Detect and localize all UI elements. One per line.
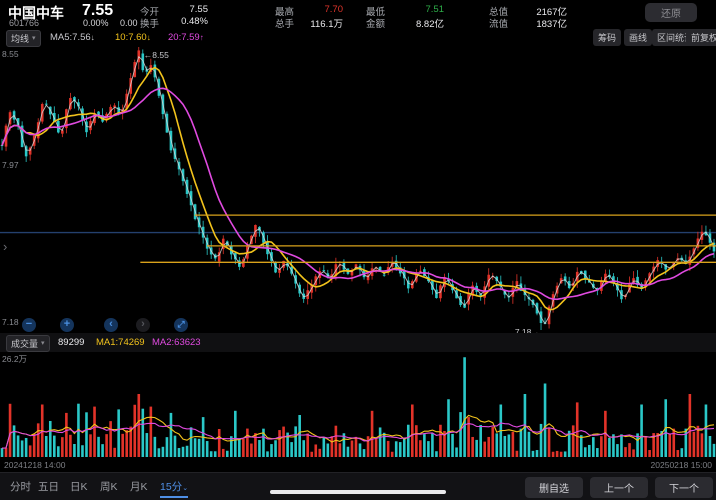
ma-subheader: 均线 ▾ MA5:7.56↓ 10:7.60↓ 20:7.59↑ 筹码 画线 区… [0,28,716,47]
arrow-down-icon: ↓ [146,33,151,42]
svg-text:7.18→: 7.18→ [515,327,540,333]
ma10-value: 10:7.60↓ [115,32,151,43]
quote-value-3: 116.1万 [310,19,343,30]
expand-icon: ⤢ [177,319,185,329]
bottom-toolbar: 分时 五日 日K 周K 月K 15分⌄ 删自选 上一个 下一个 [0,472,716,500]
next-stock-button[interactable]: 下一个 [655,477,713,498]
stock-name: 中国中车 [8,5,64,21]
price-chart-svg: ←8.55 7.18→ [0,47,716,333]
ma20-value: 20:7.59↑ [168,32,204,43]
y-axis-label-low: 7.18 [2,317,19,327]
arrow-down-icon: ↓ [90,33,95,42]
volume-header: 成交量 ▾ 89299 MA1:74269 MA2:63623 [0,333,716,352]
chevron-left-icon: ‹ [109,318,113,330]
volume-ma2-value: MA2:63623 [152,337,201,348]
chevron-right-icon[interactable]: › [3,239,8,254]
price-chart-pane[interactable]: ←8.55 7.18→ [0,47,716,333]
arrow-up-icon: ↑ [199,33,204,42]
stock-change-percent: 0.00% [83,18,109,28]
previous-stock-button[interactable]: 上一个 [590,477,648,498]
tab-weekly[interactable]: 周K [100,481,118,493]
y-axis-label-high: 8.55 [2,49,19,59]
caret-down-icon: ▾ [32,35,36,42]
remove-watchlist-button[interactable]: 删自选 [525,477,583,498]
chips-tool-button[interactable]: 筹码 [593,29,622,46]
volume-chart-svg [0,357,716,457]
quote-label-7: 流值 [489,19,509,30]
ma-selector-chip[interactable]: 均线 ▾ [6,30,41,47]
tab-15min-active[interactable]: 15分⌄ [160,479,189,498]
caret-down-icon: ⌄ [182,485,189,492]
chart-zoom-controls: − + ‹ › ⤢ [22,318,188,332]
volume-ma1-value: MA1:74269 [96,337,145,348]
plus-icon: + [63,318,71,330]
tab-minute[interactable]: 分时 [10,481,31,493]
stock-price: 7.55 [82,2,114,19]
quote-label-3: 总手 [275,19,295,30]
ma-selector-label: 均线 [11,34,30,44]
tab-daily[interactable]: 日K [70,481,88,493]
time-axis-end: 20250218 15:00 [650,460,712,470]
time-axis-start: 20241218 14:00 [4,460,66,470]
quote-label-5: 金额 [366,19,386,30]
volume-selector-chip[interactable]: 成交量 ▾ [6,335,50,352]
caret-down-icon: ▾ [41,340,45,347]
quote-value-2: 7.70 [324,4,344,15]
header-bar: 中国中车 7.55 601766 0.00% 0.00 今开 7.55 换手 0… [0,0,716,30]
restore-button[interactable]: 还原 [645,3,697,22]
tab-fiveday[interactable]: 五日 [38,481,59,493]
stock-change-value: 0.00 [120,18,138,28]
time-axis: 20241218 14:00 20250218 15:00 [0,457,716,472]
tab-monthly[interactable]: 月K [130,481,148,493]
expand-button[interactable]: ⤢ [174,318,188,332]
stock-code: 601766 [9,18,40,28]
volume-axis-max-label: 26.2万 [2,354,28,364]
quote-value-4: 7.51 [425,4,445,15]
quote-label-4: 最低 [366,7,386,18]
quote-label-2: 最高 [275,7,295,18]
volume-selector-label: 成交量 [11,339,39,349]
home-indicator[interactable] [270,490,446,494]
volume-current-value: 89299 [58,337,85,348]
quote-label-1: 换手 [140,19,160,30]
quote-label-6: 总值 [489,7,509,18]
y-axis-label-mid: 7.97 [2,159,19,170]
quote-value-7: 1837亿 [536,19,567,30]
volume-chart-pane[interactable] [0,352,716,457]
quote-value-1: 0.48% [181,16,208,27]
pan-left-button[interactable]: ‹ [104,318,118,332]
pan-right-button[interactable]: › [136,318,150,332]
quote-label-0: 今开 [140,7,160,18]
zoom-out-button[interactable]: − [22,318,36,332]
quote-value-6: 2167亿 [536,7,567,18]
svg-text:←8.55: ←8.55 [144,50,169,60]
drawline-tool-button[interactable]: 画线 [624,29,653,46]
zoom-in-button[interactable]: + [60,318,74,332]
minus-icon: − [25,318,33,330]
forward-adjust-tool-button[interactable]: 前复权 [686,29,716,46]
quote-value-0: 7.55 [189,4,209,15]
ma5-value: MA5:7.56↓ [50,32,95,43]
chevron-right-icon: › [141,318,145,330]
quote-value-5: 8.82亿 [416,19,444,30]
